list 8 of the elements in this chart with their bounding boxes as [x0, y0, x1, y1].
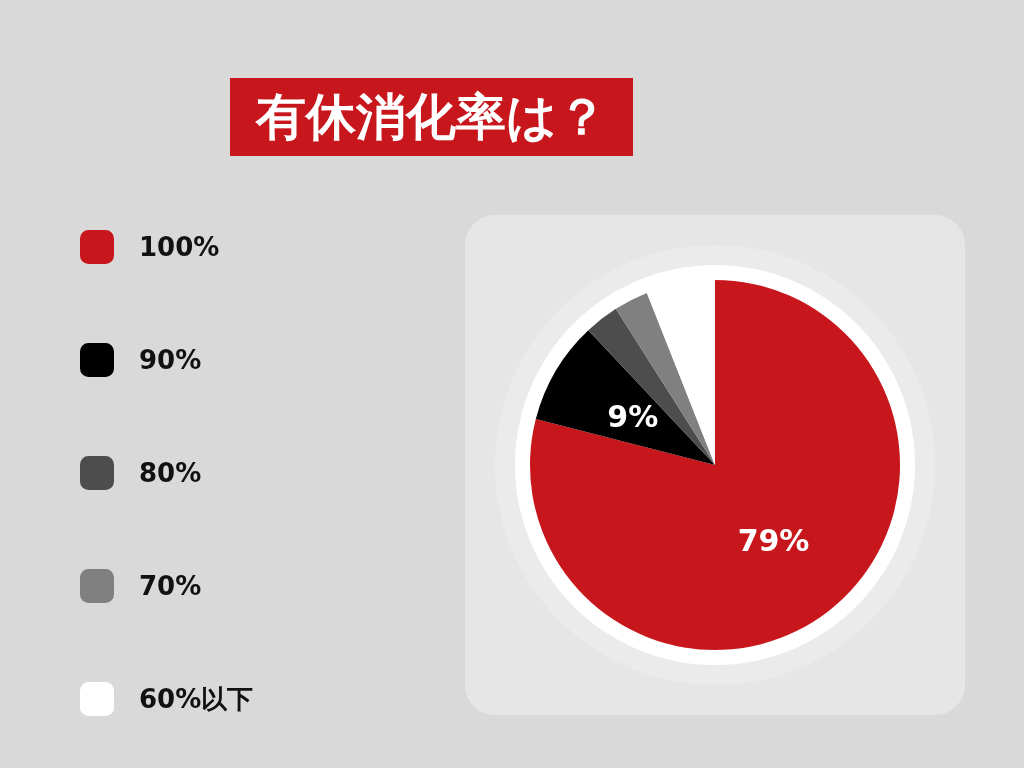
legend-label: 60%以下 — [139, 684, 254, 714]
legend-label: 70% — [139, 571, 202, 601]
chart-title: 有休消化率は？ — [255, 88, 607, 146]
legend-label: 100% — [139, 232, 220, 262]
data-label: 79% — [737, 522, 810, 558]
data-label: 9% — [607, 398, 659, 434]
legend-label: 90% — [139, 345, 202, 375]
legend-label: 80% — [139, 458, 202, 488]
